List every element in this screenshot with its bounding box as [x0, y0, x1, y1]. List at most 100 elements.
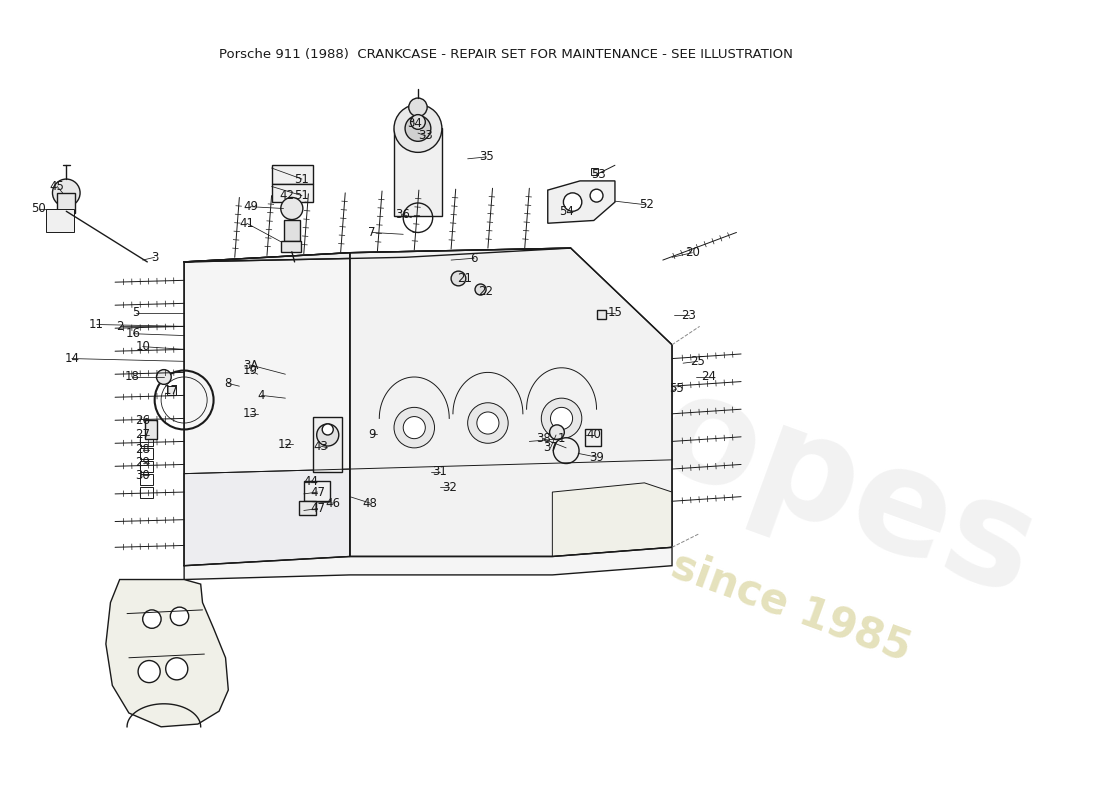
- Text: 5: 5: [133, 306, 140, 319]
- Text: 51: 51: [295, 189, 309, 202]
- Text: europes: europes: [382, 266, 1055, 626]
- Polygon shape: [184, 547, 672, 579]
- Circle shape: [156, 370, 172, 384]
- Circle shape: [394, 105, 442, 152]
- Text: 41: 41: [239, 217, 254, 230]
- Text: 29: 29: [135, 456, 151, 469]
- Text: 47: 47: [310, 486, 326, 498]
- Bar: [140, 474, 153, 485]
- Text: 16: 16: [126, 327, 141, 340]
- Circle shape: [550, 407, 573, 430]
- Circle shape: [541, 398, 582, 438]
- Text: 46: 46: [326, 497, 341, 510]
- Bar: [304, 481, 330, 502]
- Polygon shape: [184, 248, 571, 262]
- Bar: [596, 310, 606, 319]
- Text: 2: 2: [116, 320, 123, 333]
- Text: 42: 42: [279, 189, 295, 202]
- Circle shape: [475, 284, 486, 295]
- Circle shape: [590, 189, 603, 202]
- Bar: [591, 168, 598, 175]
- Bar: [140, 435, 153, 446]
- Circle shape: [550, 425, 564, 439]
- Text: 23: 23: [681, 309, 696, 322]
- Text: 34: 34: [407, 118, 421, 130]
- Text: 21: 21: [458, 272, 472, 285]
- Text: 25: 25: [691, 355, 705, 368]
- Text: 43: 43: [312, 439, 328, 453]
- Text: 8: 8: [224, 377, 232, 390]
- Text: 38: 38: [536, 432, 550, 445]
- Text: 7: 7: [368, 226, 376, 239]
- Text: 19: 19: [243, 364, 257, 377]
- Bar: [299, 502, 316, 515]
- Circle shape: [405, 115, 431, 142]
- Text: 37: 37: [543, 442, 558, 454]
- Text: 10: 10: [135, 340, 150, 353]
- Polygon shape: [552, 483, 672, 557]
- Circle shape: [280, 198, 302, 219]
- Circle shape: [170, 607, 189, 626]
- Text: 53: 53: [591, 168, 606, 181]
- Text: 45: 45: [50, 180, 65, 193]
- Bar: [57, 193, 76, 213]
- Circle shape: [477, 412, 499, 434]
- Circle shape: [553, 438, 579, 463]
- Text: 52: 52: [639, 198, 653, 211]
- Text: 3: 3: [151, 251, 158, 264]
- Text: 15: 15: [607, 306, 623, 319]
- Text: 24: 24: [702, 370, 716, 383]
- Polygon shape: [548, 181, 615, 223]
- Text: 13: 13: [243, 407, 257, 420]
- Text: 40: 40: [586, 429, 602, 442]
- Circle shape: [139, 661, 161, 682]
- Circle shape: [143, 610, 161, 628]
- Text: 49: 49: [243, 200, 257, 213]
- Circle shape: [53, 179, 80, 206]
- Bar: [272, 166, 313, 184]
- Text: 35: 35: [478, 150, 494, 163]
- Polygon shape: [106, 579, 229, 727]
- Text: 20: 20: [685, 246, 700, 259]
- Circle shape: [394, 407, 435, 448]
- Text: 31: 31: [432, 466, 448, 478]
- Circle shape: [563, 193, 582, 211]
- Bar: [314, 417, 342, 472]
- Bar: [394, 129, 442, 216]
- Text: 54: 54: [559, 205, 573, 218]
- Circle shape: [404, 417, 426, 438]
- Bar: [140, 448, 153, 459]
- Bar: [166, 386, 176, 395]
- Text: 33: 33: [418, 130, 432, 142]
- Text: 47: 47: [310, 502, 326, 515]
- Text: 11: 11: [89, 318, 104, 331]
- Bar: [46, 209, 74, 231]
- Circle shape: [410, 114, 426, 130]
- Text: 12: 12: [278, 438, 293, 450]
- Text: 30: 30: [135, 469, 150, 482]
- Circle shape: [322, 424, 333, 435]
- Text: 9: 9: [368, 427, 376, 441]
- Text: 55: 55: [669, 382, 684, 395]
- Text: 27: 27: [135, 429, 151, 442]
- Bar: [280, 241, 301, 252]
- Polygon shape: [350, 248, 672, 557]
- Text: 36: 36: [395, 207, 409, 221]
- Text: 39: 39: [590, 450, 604, 463]
- Text: 17: 17: [164, 384, 178, 398]
- Circle shape: [317, 424, 339, 446]
- Bar: [284, 221, 300, 241]
- Bar: [584, 430, 601, 446]
- Text: 26: 26: [135, 414, 151, 426]
- Circle shape: [409, 98, 427, 117]
- Text: 32: 32: [442, 481, 456, 494]
- Text: 6: 6: [471, 252, 477, 265]
- Text: 50: 50: [31, 202, 46, 215]
- Circle shape: [166, 658, 188, 680]
- Text: 4: 4: [257, 389, 265, 402]
- Text: 14: 14: [64, 352, 79, 365]
- Bar: [140, 461, 153, 472]
- Text: Porsche 911 (1988)  CRANKCASE - REPAIR SET FOR MAINTENANCE - SEE ILLUSTRATION: Porsche 911 (1988) CRANKCASE - REPAIR SE…: [219, 48, 793, 62]
- Circle shape: [451, 271, 465, 286]
- Circle shape: [468, 402, 508, 443]
